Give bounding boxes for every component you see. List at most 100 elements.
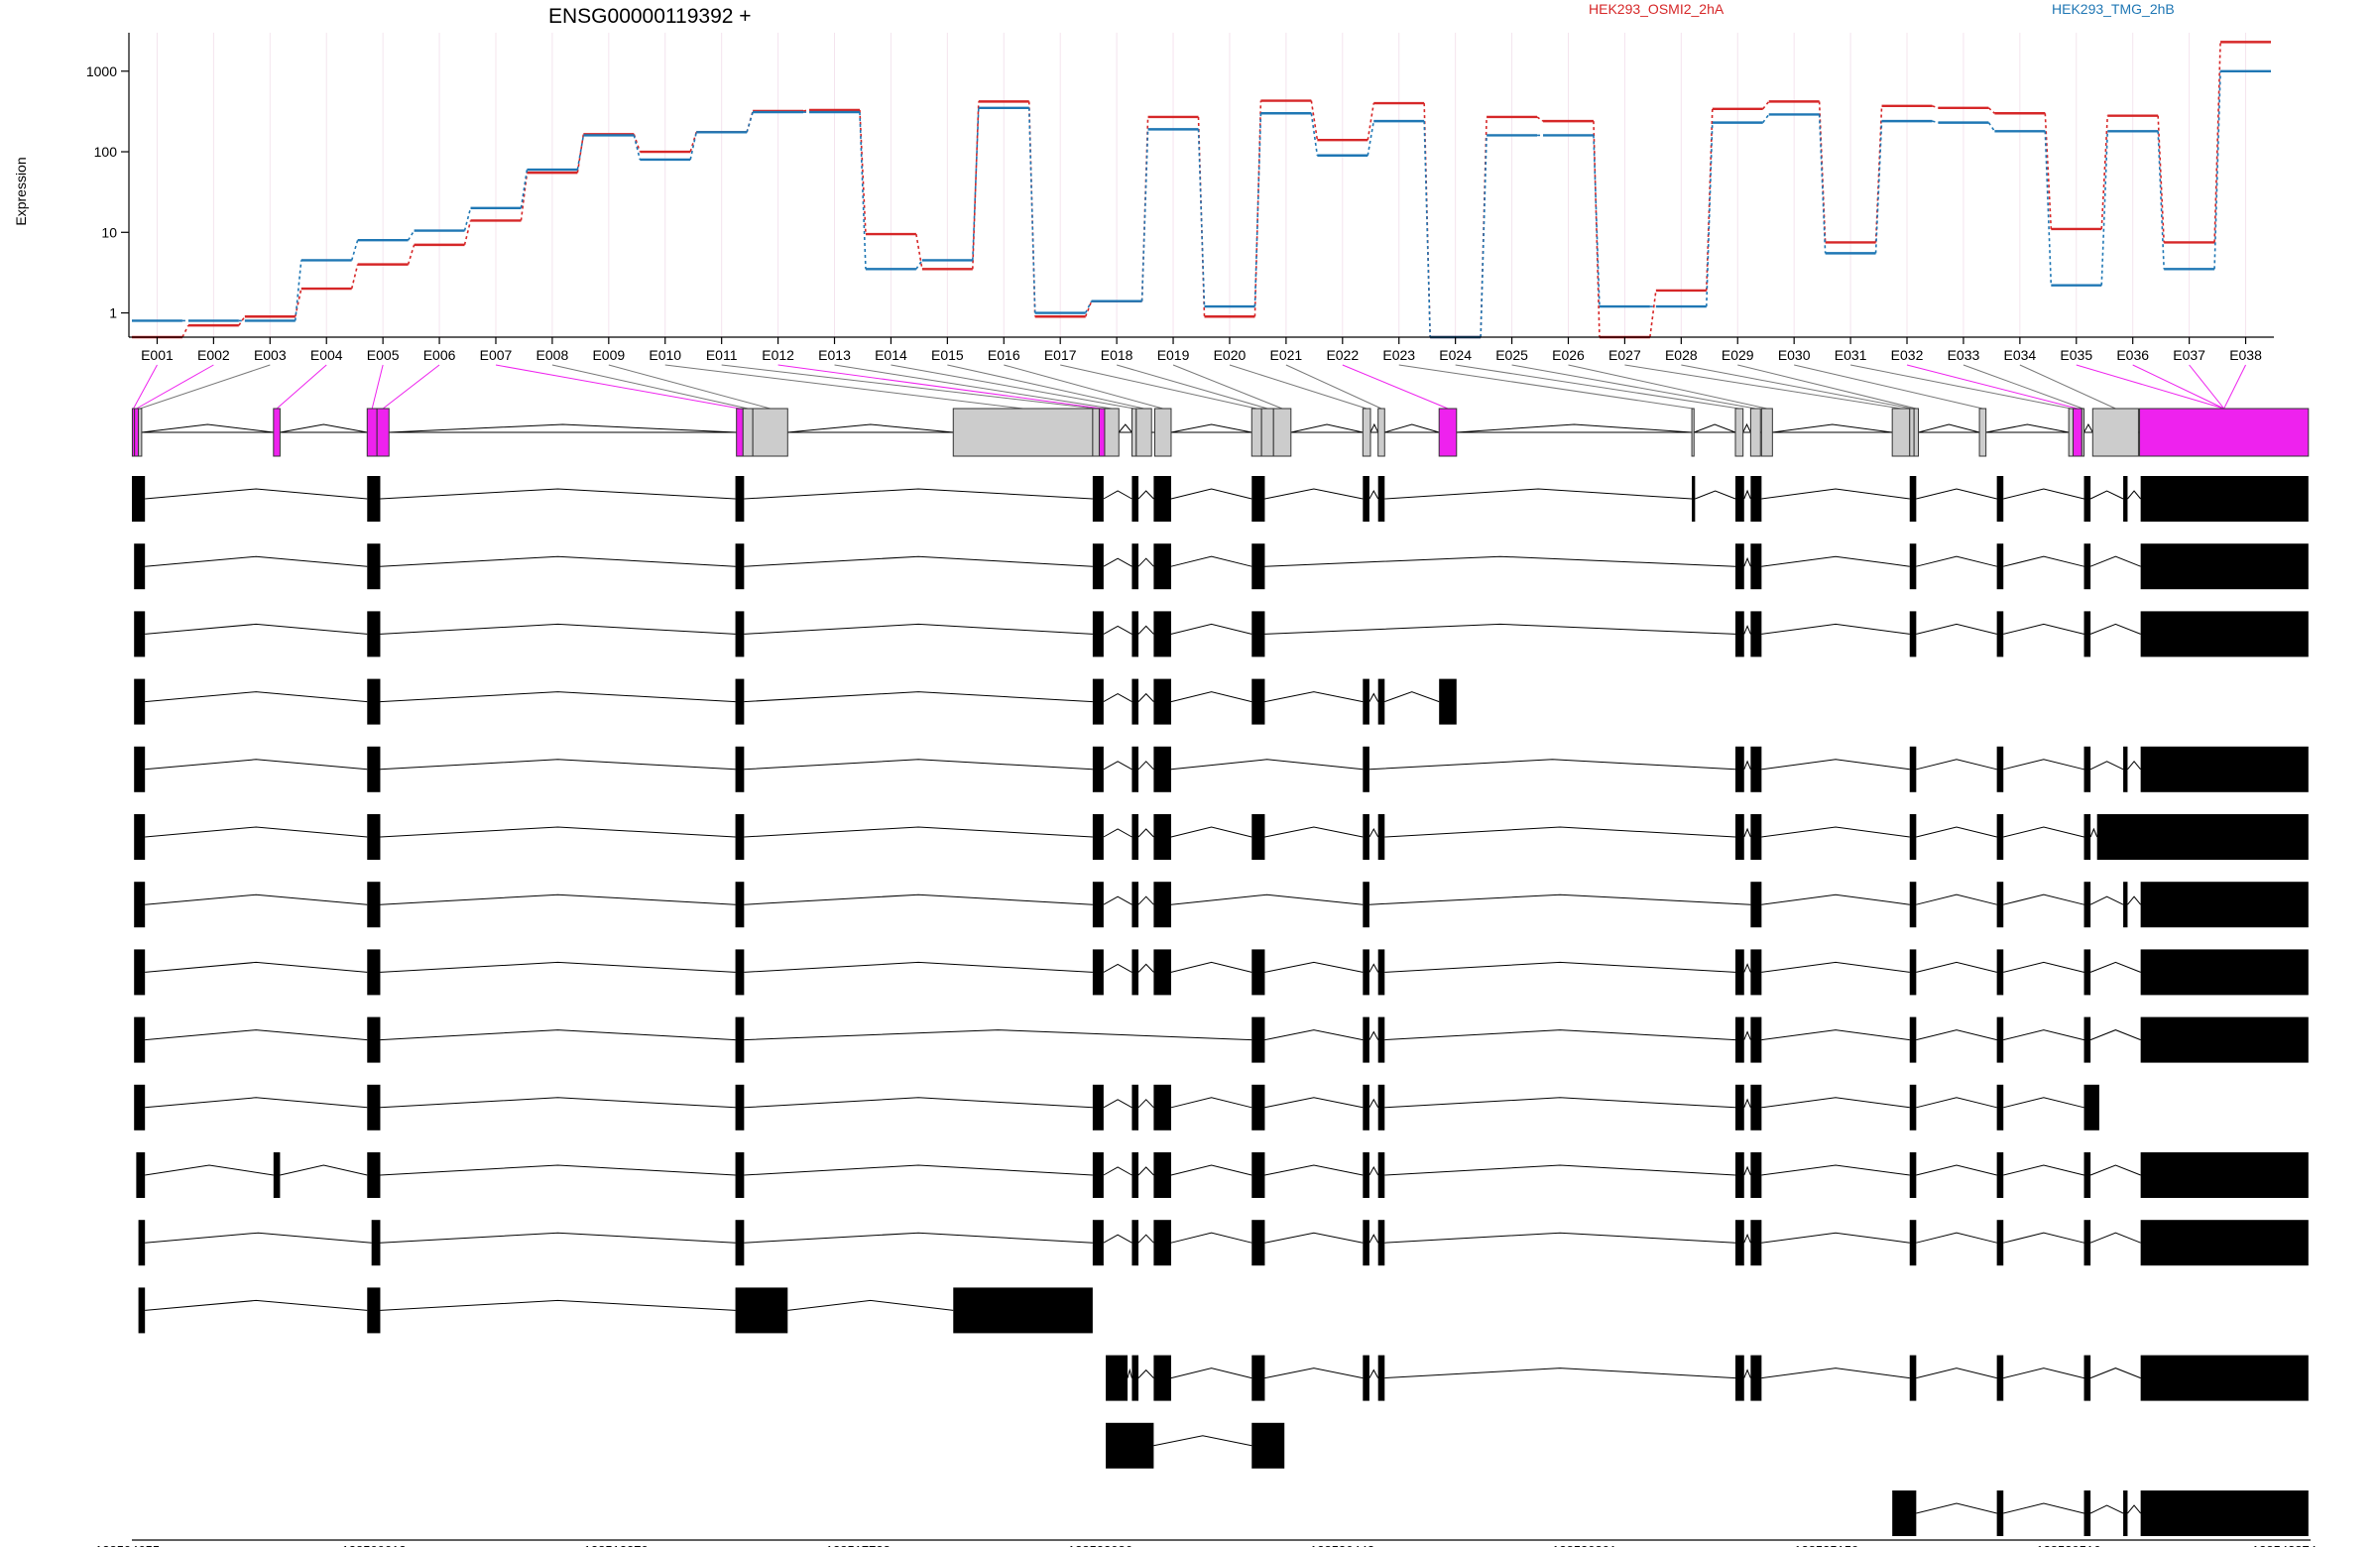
intron: [1170, 1097, 1252, 1109]
transcript-exon: [2083, 476, 2091, 522]
intron: [1916, 1502, 1997, 1514]
transcript-row: [1106, 1422, 1285, 1469]
exon-connector: [1398, 364, 1694, 410]
gene-model: [131, 408, 2310, 457]
transcript-exon: [1251, 1152, 1265, 1198]
exon-connector: [276, 364, 327, 410]
intron: [145, 893, 368, 905]
transcript-exon: [2140, 1355, 2309, 1401]
transcript-exon: [1734, 1220, 1744, 1266]
intron: [1264, 1097, 1364, 1109]
transcript-exon: [134, 814, 146, 860]
intron: [2089, 1504, 2124, 1514]
exon-label: E020: [1214, 347, 1247, 363]
intron: [1137, 490, 1154, 500]
transcript-row: [134, 1016, 2309, 1063]
exon-label: E028: [1665, 347, 1698, 363]
exon-label: E034: [2004, 347, 2037, 363]
series-connector: [2100, 115, 2109, 229]
intron: [2003, 1368, 2084, 1379]
intron: [1170, 1232, 1252, 1244]
exon-label: E013: [818, 347, 851, 363]
transcript-exon: [1131, 1355, 1139, 1401]
exon-gridlines: [156, 33, 2247, 337]
gene-model-exon: [366, 408, 378, 457]
transcript-exon: [1750, 746, 1762, 792]
transcript-exon: [367, 949, 381, 996]
transcript-exon: [953, 1287, 1093, 1334]
intron: [145, 1097, 368, 1109]
intron: [1743, 760, 1751, 770]
transcript-exon: [1996, 882, 2004, 928]
transcript-exon: [1363, 746, 1369, 792]
series-lines: [132, 41, 2271, 339]
series-connector: [238, 315, 246, 326]
transcript-exon: [2123, 476, 2128, 522]
transcript-exon: [735, 1016, 745, 1063]
transcript-exon: [1377, 1355, 1385, 1401]
transcript-exon: [1692, 476, 1696, 522]
gene-model-exon: [1760, 408, 1773, 457]
gene-model-exon: [1250, 408, 1262, 457]
intron: [1368, 1368, 1379, 1378]
series-1: [132, 41, 2271, 339]
transcript-exon: [1734, 611, 1744, 657]
series-connector: [2213, 42, 2221, 243]
transcript-exon: [2096, 814, 2309, 860]
intron: [744, 1164, 1093, 1176]
transcript-exon: [735, 611, 745, 657]
transcript-exon: [1750, 476, 1762, 522]
transcript-exon: [1092, 1152, 1104, 1198]
exon-connector: [721, 364, 1097, 410]
genome-coordinate-label: 128522086: [1068, 1543, 1132, 1547]
intron: [1761, 1232, 1910, 1244]
intron: [1137, 761, 1154, 771]
transcript-exon: [1996, 949, 2004, 996]
transcript-exon: [2083, 611, 2091, 657]
intron: [1916, 488, 1997, 500]
transcript-exon: [735, 1287, 788, 1334]
intron: [1103, 557, 1132, 567]
intron: [744, 691, 1093, 703]
transcript-exon: [2083, 882, 2091, 928]
intron: [2089, 555, 2141, 567]
transcript-exon: [1750, 882, 1762, 928]
exon-label: E037: [2173, 347, 2205, 363]
intron: [1264, 488, 1364, 500]
transcript-exon: [735, 1084, 745, 1130]
transcript-exon: [1153, 476, 1171, 522]
transcript-exon: [1092, 746, 1104, 792]
intron: [2003, 1097, 2084, 1109]
intron: [380, 893, 736, 905]
gene-model-exon: [2081, 408, 2085, 457]
gene-model-exon: [1978, 408, 1987, 457]
gene-model-exon: [1377, 408, 1385, 457]
intron: [1170, 555, 1252, 567]
transcript-exon: [1909, 476, 1917, 522]
transcript-exon: [2083, 1016, 2091, 1063]
transcript-exon: [1131, 476, 1139, 522]
transcript-exon: [2083, 1152, 2091, 1198]
series-connector: [1762, 100, 1770, 110]
intron: [1127, 1368, 1132, 1378]
series-connector: [576, 134, 585, 174]
exon-label: E025: [1495, 347, 1528, 363]
intron: [1743, 1030, 1751, 1040]
transcript-exon: [1909, 1220, 1917, 1266]
transcript-exon: [1251, 611, 1265, 657]
exon-label: E005: [367, 347, 400, 363]
series-connector: [2157, 115, 2165, 243]
series-connector: [1536, 116, 1544, 122]
transcript-exon: [1106, 1355, 1129, 1401]
transcript-exon: [1734, 814, 1744, 860]
intron: [2089, 490, 2124, 500]
intron: [1916, 759, 1997, 771]
series-connector: [2100, 131, 2109, 286]
gene-model-exon: [1749, 408, 1761, 457]
exon-connector: [1116, 364, 1268, 410]
transcript-exon: [1996, 1220, 2004, 1266]
transcript-exon: [2140, 1220, 2309, 1266]
exon-connector: [1511, 364, 1756, 410]
transcript-exon: [1251, 476, 1265, 522]
transcript-exon: [1131, 611, 1139, 657]
